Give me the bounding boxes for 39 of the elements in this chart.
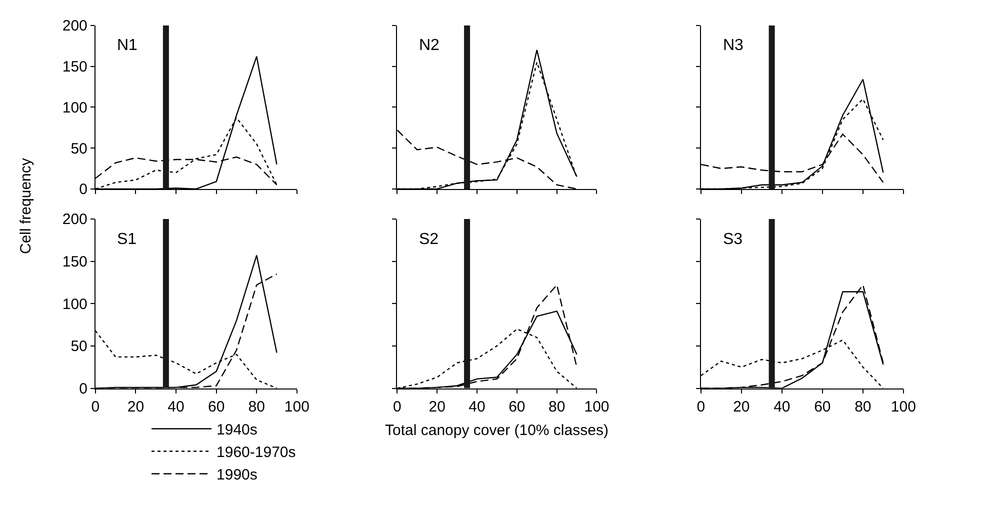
x-axis-title: Total canopy cover (10% classes) xyxy=(385,422,608,439)
x-tick-label: 80 xyxy=(854,398,872,416)
legend-label: 1990s xyxy=(216,466,258,484)
text: N2 xyxy=(419,37,440,54)
x-tick-label: 40 xyxy=(774,398,790,416)
x-tick-label: 100 xyxy=(890,398,916,416)
y-tick-label: 150 xyxy=(62,58,88,76)
x-tick-label: 20 xyxy=(127,398,144,416)
legend-label: 1940s xyxy=(216,422,258,439)
x-tick-label: 80 xyxy=(248,398,265,416)
y-tick-label: 100 xyxy=(62,99,88,116)
x-tick-label: 20 xyxy=(733,398,750,416)
y-tick-label: 50 xyxy=(70,140,88,158)
text: S3 xyxy=(723,231,743,248)
x-tick-label: 40 xyxy=(168,398,184,416)
y-axis-title: Cell frequency xyxy=(17,158,34,254)
legend-label: 1960-1970s xyxy=(216,444,296,462)
y-tick-label: 100 xyxy=(62,296,88,313)
y-tick-label: 200 xyxy=(62,211,88,228)
text: S1 xyxy=(117,231,137,248)
x-tick-label: 0 xyxy=(696,398,706,416)
x-tick-label: 20 xyxy=(428,398,446,416)
y-tick-label: 0 xyxy=(79,181,88,198)
x-tick-label: 0 xyxy=(393,398,402,416)
x-tick-label: 80 xyxy=(548,398,566,416)
text: N1 xyxy=(117,37,138,54)
x-tick-label: 100 xyxy=(584,398,610,416)
x-tick-label: 60 xyxy=(208,398,225,416)
text: N3 xyxy=(723,37,744,54)
x-tick-label: 0 xyxy=(91,398,100,416)
x-tick-label: 40 xyxy=(468,398,486,416)
y-tick-label: 200 xyxy=(62,18,88,35)
y-tick-label: 0 xyxy=(79,380,88,398)
text: S2 xyxy=(419,231,439,248)
y-tick-label: 150 xyxy=(62,254,88,271)
x-tick-label: 100 xyxy=(284,398,310,416)
x-tick-label: 60 xyxy=(508,398,526,416)
x-tick-label: 60 xyxy=(814,398,831,416)
y-tick-label: 50 xyxy=(70,338,88,356)
